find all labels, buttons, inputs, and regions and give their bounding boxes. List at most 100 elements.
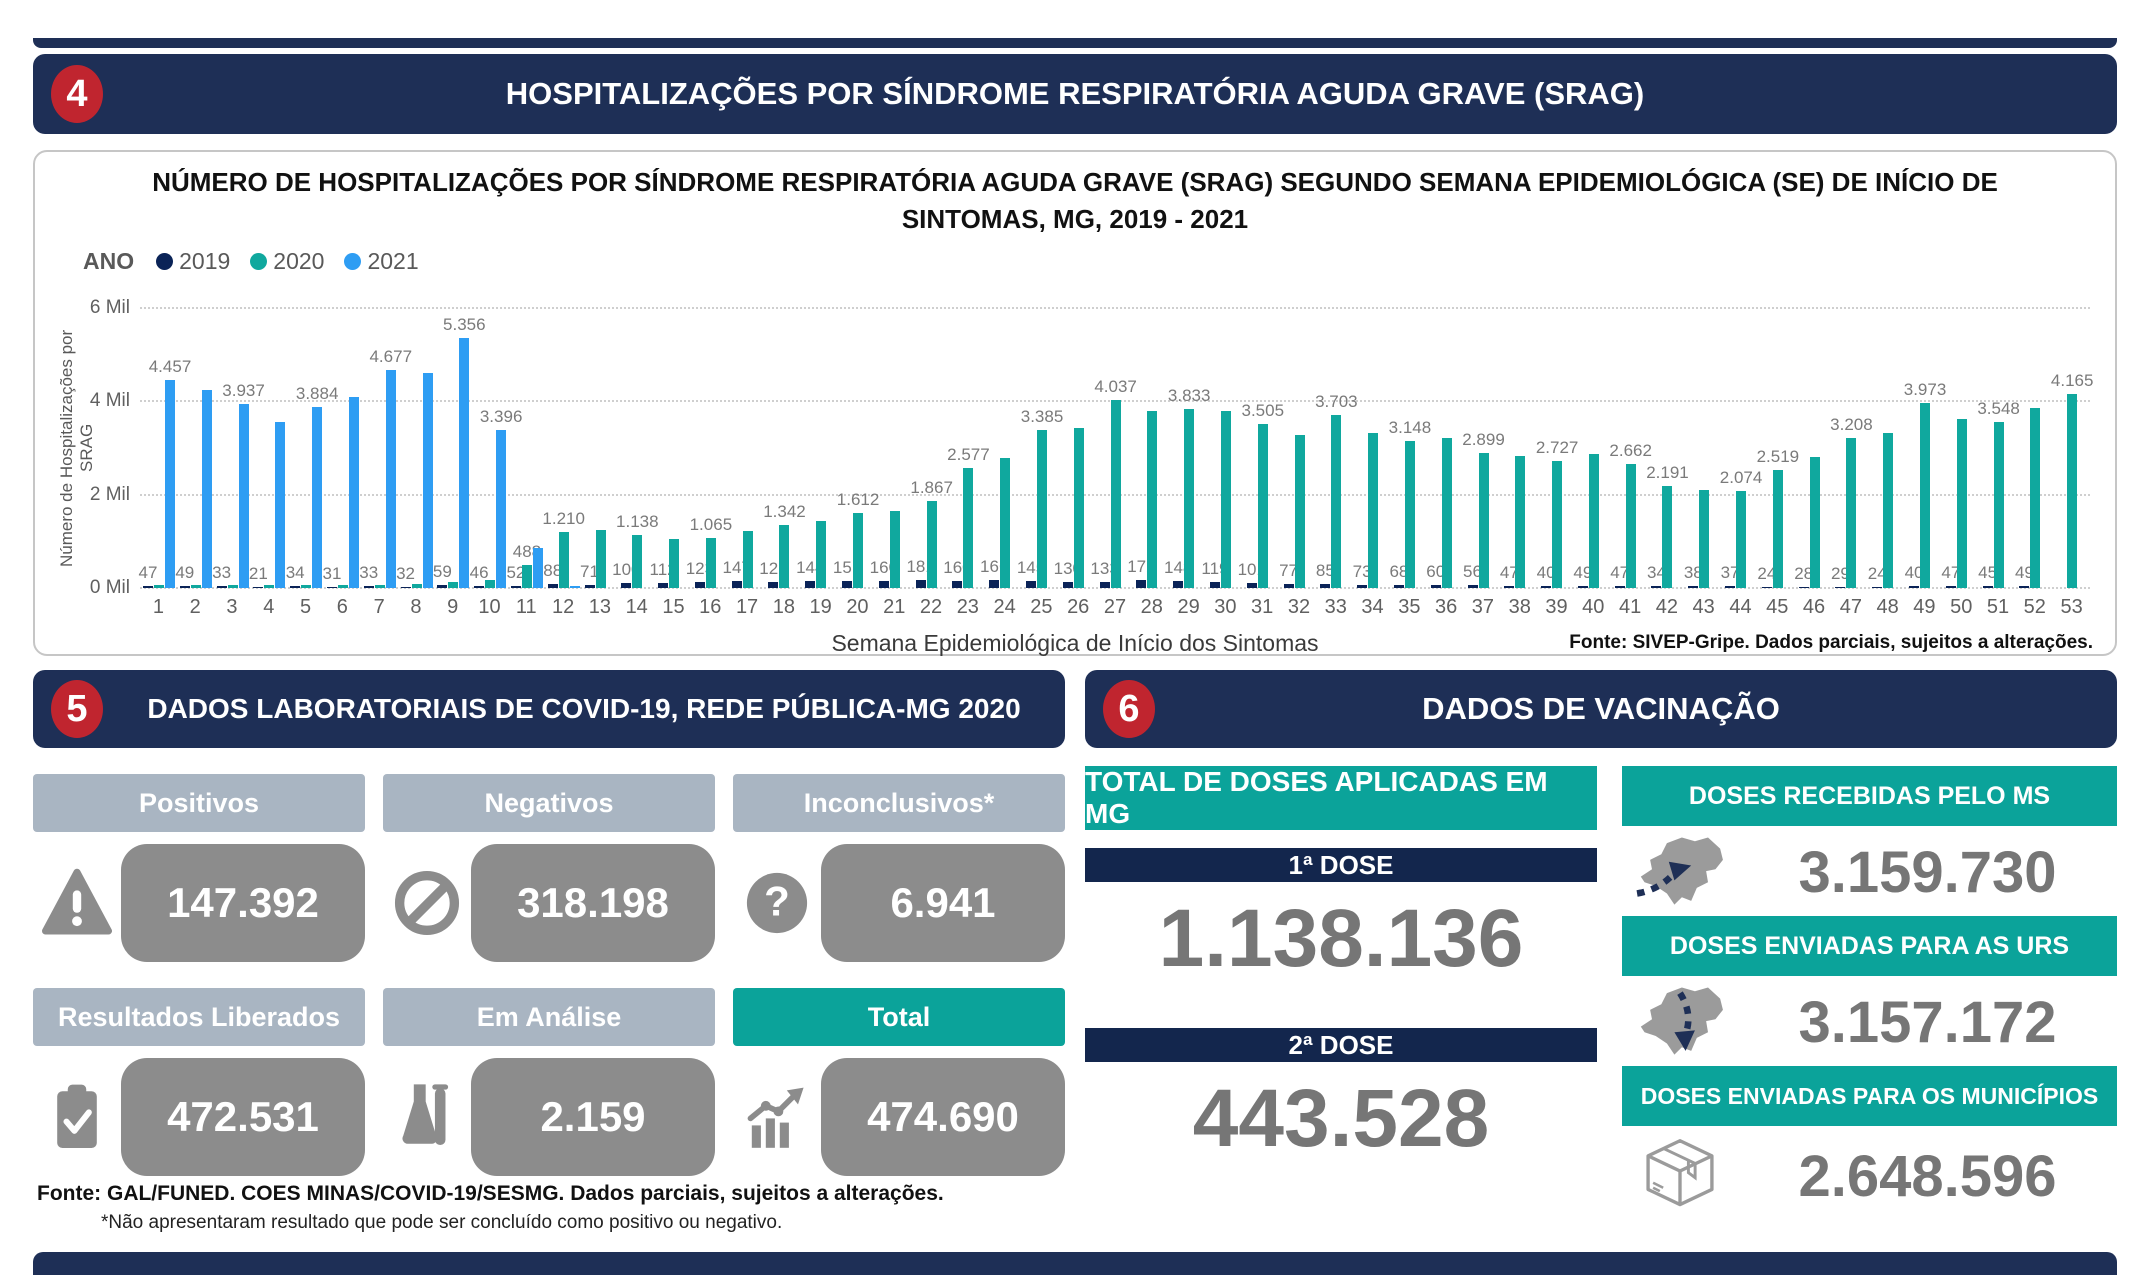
bar-2020-week-23[interactable] xyxy=(963,467,974,588)
bar-2020-week-27[interactable] xyxy=(1110,399,1121,588)
bar-2019-week-17[interactable] xyxy=(731,581,742,588)
bar-2019-week-51[interactable] xyxy=(1982,585,1993,588)
bar-2020-week-12[interactable] xyxy=(558,531,569,588)
bar-2019-week-28[interactable] xyxy=(1136,579,1147,588)
bar-2020-week-2[interactable] xyxy=(190,585,201,588)
bar-2019-week-45[interactable] xyxy=(1761,586,1772,588)
bar-2019-week-27[interactable] xyxy=(1099,581,1110,588)
bar-2019-week-20[interactable] xyxy=(842,580,853,588)
bar-2019-week-19[interactable] xyxy=(805,581,816,588)
bar-2019-week-6[interactable] xyxy=(326,586,337,588)
bar-2021-week-2[interactable] xyxy=(201,389,212,588)
bar-2020-week-22[interactable] xyxy=(926,500,937,588)
bar-2019-week-46[interactable] xyxy=(1798,586,1809,588)
bar-2019-week-14[interactable] xyxy=(621,583,632,588)
bar-2019-week-3[interactable] xyxy=(216,586,227,588)
bar-2020-week-4[interactable] xyxy=(264,585,275,588)
bar-2020-week-50[interactable] xyxy=(1956,419,1967,588)
bar-2020-week-52[interactable] xyxy=(2030,407,2041,588)
bar-2021-week-8[interactable] xyxy=(422,373,433,588)
bar-2019-week-50[interactable] xyxy=(1945,585,1956,588)
bar-2019-week-43[interactable] xyxy=(1688,586,1699,588)
bar-2019-week-2[interactable] xyxy=(179,585,190,588)
bar-2019-week-26[interactable] xyxy=(1062,581,1073,588)
bar-2019-week-49[interactable] xyxy=(1909,586,1920,588)
bar-2020-week-31[interactable] xyxy=(1257,424,1268,588)
bar-2021-week-4[interactable] xyxy=(275,421,286,588)
bar-2019-week-33[interactable] xyxy=(1320,584,1331,588)
bar-2021-week-3[interactable] xyxy=(238,404,249,588)
bar-2020-week-39[interactable] xyxy=(1552,460,1563,588)
bar-2021-week-5[interactable] xyxy=(312,406,323,588)
bar-2019-week-12[interactable] xyxy=(547,583,558,588)
bar-2020-week-44[interactable] xyxy=(1736,491,1747,588)
bar-2019-week-16[interactable] xyxy=(694,582,705,588)
bar-2020-week-21[interactable] xyxy=(889,511,900,588)
bar-2020-week-24[interactable] xyxy=(1000,458,1011,588)
legend-label-2019[interactable]: 2019 xyxy=(179,248,231,274)
bar-2020-week-9[interactable] xyxy=(448,581,459,588)
bar-2020-week-35[interactable] xyxy=(1404,441,1415,588)
bar-2020-week-6[interactable] xyxy=(337,584,348,588)
bar-2020-week-19[interactable] xyxy=(816,521,827,588)
bar-2019-week-38[interactable] xyxy=(1504,585,1515,588)
bar-2019-week-4[interactable] xyxy=(253,586,264,588)
bar-2019-week-8[interactable] xyxy=(400,586,411,588)
legend-label-2020[interactable]: 2020 xyxy=(273,248,325,274)
bar-2020-week-3[interactable] xyxy=(227,584,238,588)
bar-2020-week-49[interactable] xyxy=(1920,402,1931,588)
bar-2019-week-9[interactable] xyxy=(437,585,448,588)
bar-2019-week-30[interactable] xyxy=(1209,582,1220,588)
bar-2019-week-22[interactable] xyxy=(915,579,926,588)
bar-2020-week-33[interactable] xyxy=(1331,415,1342,588)
bar-2019-week-25[interactable] xyxy=(1026,581,1037,588)
bar-2020-week-51[interactable] xyxy=(1993,422,2004,588)
bar-2020-week-42[interactable] xyxy=(1662,485,1673,588)
bar-2020-week-45[interactable] xyxy=(1772,470,1783,588)
bar-2020-week-15[interactable] xyxy=(669,539,680,588)
bar-2019-week-32[interactable] xyxy=(1283,584,1294,588)
bar-2019-week-21[interactable] xyxy=(878,580,889,588)
bar-2019-week-10[interactable] xyxy=(474,585,485,588)
bar-2020-week-43[interactable] xyxy=(1699,490,1710,588)
bar-2020-week-5[interactable] xyxy=(301,584,312,588)
bar-2020-week-47[interactable] xyxy=(1846,438,1857,588)
bar-2020-week-7[interactable] xyxy=(374,584,385,588)
bar-2019-week-23[interactable] xyxy=(952,580,963,588)
bar-2019-week-52[interactable] xyxy=(2019,585,2030,588)
bar-2020-week-48[interactable] xyxy=(1883,433,1894,588)
bar-2021-week-10[interactable] xyxy=(496,429,507,588)
bar-2019-week-24[interactable] xyxy=(989,580,1000,588)
bar-2020-week-36[interactable] xyxy=(1441,438,1452,588)
bar-2020-week-10[interactable] xyxy=(485,579,496,588)
bar-2019-week-15[interactable] xyxy=(658,582,669,588)
bar-2020-week-40[interactable] xyxy=(1588,454,1599,588)
bar-2019-week-40[interactable] xyxy=(1577,585,1588,588)
bar-2020-week-20[interactable] xyxy=(853,512,864,588)
bar-2020-week-46[interactable] xyxy=(1809,457,1820,588)
bar-2020-week-8[interactable] xyxy=(411,583,422,588)
bar-2020-week-37[interactable] xyxy=(1478,452,1489,588)
bar-2019-week-42[interactable] xyxy=(1651,586,1662,588)
bar-2020-week-34[interactable] xyxy=(1368,433,1379,588)
bar-2021-week-1[interactable] xyxy=(165,380,175,588)
bar-2020-week-1[interactable] xyxy=(154,585,164,588)
bar-2020-week-14[interactable] xyxy=(632,534,643,588)
bar-2019-week-5[interactable] xyxy=(290,586,301,588)
bar-2019-week-11[interactable] xyxy=(510,585,521,588)
bar-2021-week-12[interactable] xyxy=(569,586,580,588)
bar-2019-week-13[interactable] xyxy=(584,584,595,588)
bar-2020-week-17[interactable] xyxy=(742,531,753,588)
bar-2019-week-41[interactable] xyxy=(1614,585,1625,588)
bar-2020-week-28[interactable] xyxy=(1147,410,1158,588)
bar-2019-week-35[interactable] xyxy=(1393,584,1404,588)
bar-2019-week-18[interactable] xyxy=(768,582,779,588)
bar-2019-week-1[interactable] xyxy=(143,585,153,588)
bar-2020-week-11[interactable] xyxy=(521,565,532,588)
bar-2019-week-29[interactable] xyxy=(1173,581,1184,588)
bar-2020-week-16[interactable] xyxy=(705,538,716,588)
bar-2020-week-32[interactable] xyxy=(1294,434,1305,588)
bar-2020-week-26[interactable] xyxy=(1073,427,1084,588)
bar-2019-week-47[interactable] xyxy=(1835,586,1846,588)
bar-2019-week-37[interactable] xyxy=(1467,585,1478,588)
